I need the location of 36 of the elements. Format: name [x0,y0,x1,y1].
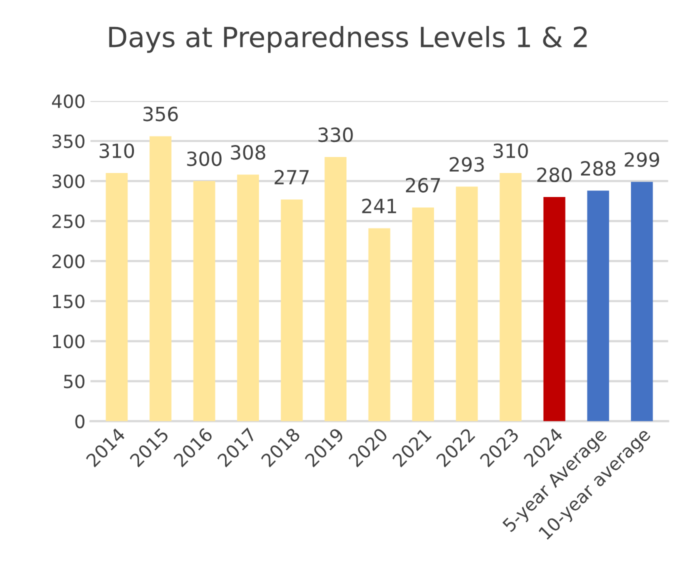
bar [587,190,610,422]
data-label: 356 [143,106,178,122]
bar [630,182,653,422]
bar [543,197,566,422]
data-label: 288 [581,161,616,176]
bar [368,228,390,422]
bar [150,136,172,422]
data-label: 300 [187,151,222,166]
data-label: 267 [406,178,440,193]
data-label: 293 [450,157,484,172]
data-label: 330 [318,127,353,142]
data-label: 280 [537,167,572,182]
y-tick-label: 400 [52,94,84,108]
data-label: 299 [624,152,660,167]
y-tick-label: 100 [53,334,84,348]
bar [412,207,434,422]
y-tick-label: 350 [52,134,84,148]
bar [193,181,216,422]
data-label: 310 [494,143,528,158]
y-tick-label: 0 [75,414,84,428]
y-tick-label: 50 [64,374,84,388]
data-label: 310 [100,143,134,158]
y-tick-label: 250 [52,214,84,228]
y-tick-label: 300 [52,174,84,188]
y-tick-label: 200 [52,254,84,268]
bar [237,174,259,422]
bar [456,186,478,422]
y-tick-label: 150 [53,294,84,308]
chart-title: Days at Preparedness Levels 1 & 2 [109,26,587,53]
bar [280,199,303,422]
data-label: 308 [230,145,266,160]
bar [500,173,522,422]
bar [106,173,128,422]
data-label: 241 [362,198,396,214]
bar [324,157,346,422]
data-label: 277 [274,170,309,184]
